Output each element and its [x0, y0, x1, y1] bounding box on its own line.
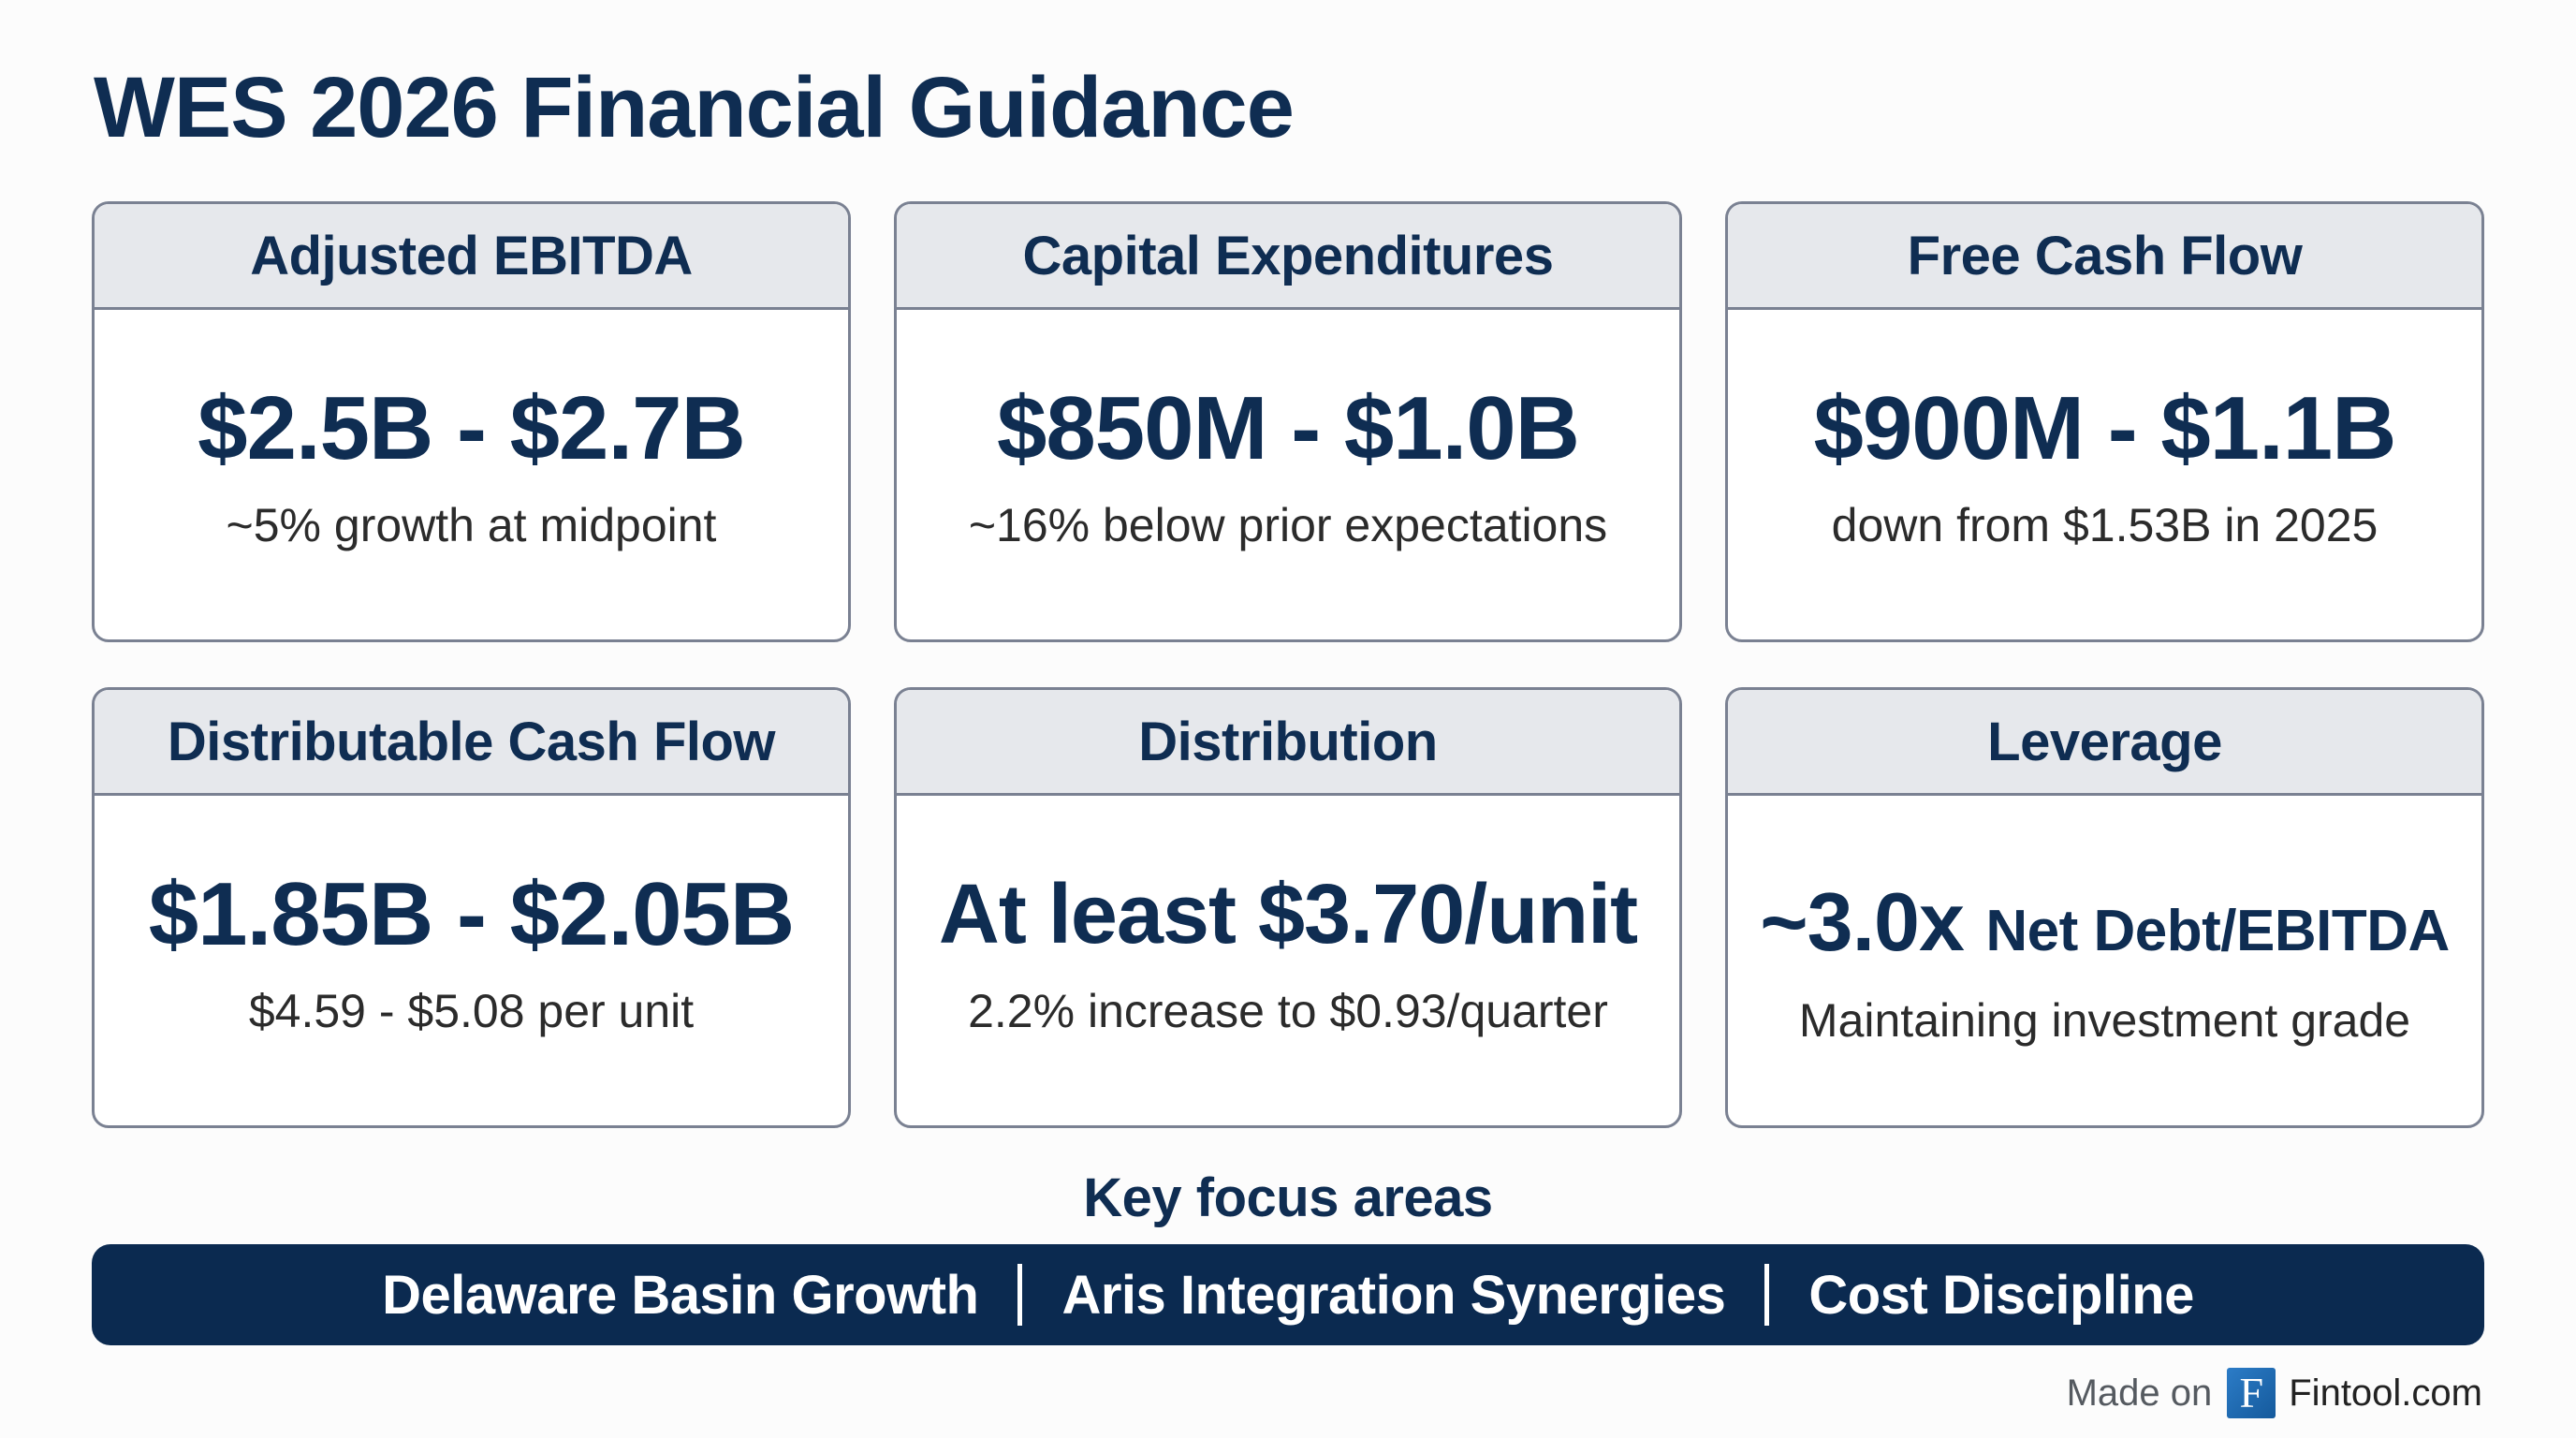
card-body: $2.5B - $2.7B ~5% growth at midpoint — [95, 310, 848, 639]
fintool-logo-icon: F — [2227, 1368, 2276, 1418]
card-header: Adjusted EBITDA — [95, 204, 848, 310]
card-value: $2.5B - $2.7B — [95, 377, 848, 480]
card-adjusted-ebitda: Adjusted EBITDA $2.5B - $2.7B ~5% growth… — [92, 201, 851, 642]
card-value: $1.85B - $2.05B — [95, 863, 848, 966]
card-value-main: At least $3.70/unit — [938, 868, 1638, 961]
card-value-main: $2.5B - $2.7B — [198, 378, 746, 478]
card-subtext: Maintaining investment grade — [1798, 994, 2411, 1047]
card-subtext: $4.59 - $5.08 per unit — [248, 985, 695, 1037]
card-value-main: $900M - $1.1B — [1813, 378, 2396, 478]
card-distribution: Distribution At least $3.70/unit 2.2% in… — [894, 687, 1682, 1128]
focus-item-cost: Cost Discipline — [1808, 1264, 2194, 1326]
footer-attribution: Made on F Fintool.com — [2067, 1368, 2482, 1418]
card-value-suffix: Net Debt/EBITDA — [1985, 899, 2450, 963]
focus-areas-banner: Delaware Basin Growth Aris Integration S… — [92, 1244, 2484, 1345]
card-body: $1.85B - $2.05B $4.59 - $5.08 per unit — [95, 796, 848, 1125]
card-header: Distributable Cash Flow — [95, 690, 848, 796]
card-header: Free Cash Flow — [1728, 204, 2481, 310]
divider — [1764, 1264, 1770, 1326]
card-value: At least $3.70/unit — [897, 863, 1679, 966]
card-value-main: $1.85B - $2.05B — [148, 864, 795, 964]
card-subtext: ~16% below prior expectations — [968, 499, 1608, 551]
divider — [1017, 1264, 1023, 1326]
footer-site-link[interactable]: Fintool.com — [2289, 1372, 2482, 1414]
card-value: ~3.0x Net Debt/EBITDA — [1728, 871, 2481, 983]
card-value-main: $850M - $1.0B — [996, 378, 1580, 478]
card-value: $900M - $1.1B — [1728, 377, 2481, 480]
card-body: $850M - $1.0B ~16% below prior expectati… — [897, 310, 1679, 639]
focus-item-aris: Aris Integration Synergies — [1061, 1264, 1726, 1326]
card-header: Leverage — [1728, 690, 2481, 796]
footer-made-on: Made on — [2066, 1372, 2213, 1414]
card-body: $900M - $1.1B down from $1.53B in 2025 — [1728, 310, 2481, 639]
card-distributable-cash-flow: Distributable Cash Flow $1.85B - $2.05B … — [92, 687, 851, 1128]
card-header: Distribution — [897, 690, 1679, 796]
focus-item-delaware: Delaware Basin Growth — [382, 1264, 979, 1326]
card-subtext: down from $1.53B in 2025 — [1831, 499, 2378, 551]
card-free-cash-flow: Free Cash Flow $900M - $1.1B down from $… — [1725, 201, 2484, 642]
card-leverage: Leverage ~3.0x Net Debt/EBITDA Maintaini… — [1725, 687, 2484, 1128]
card-value: $850M - $1.0B — [897, 377, 1679, 480]
focus-areas-title: Key focus areas — [1083, 1167, 1493, 1228]
card-subtext: 2.2% increase to $0.93/quarter — [968, 985, 1608, 1037]
card-body: ~3.0x Net Debt/EBITDA Maintaining invest… — [1728, 796, 2481, 1125]
card-body: At least $3.70/unit 2.2% increase to $0.… — [897, 796, 1679, 1125]
card-capital-expenditures: Capital Expenditures $850M - $1.0B ~16% … — [894, 201, 1682, 642]
card-header: Capital Expenditures — [897, 204, 1679, 310]
card-subtext: ~5% growth at midpoint — [226, 499, 717, 551]
page-title: WES 2026 Financial Guidance — [94, 60, 1295, 155]
card-value-main: ~3.0x — [1760, 875, 1965, 968]
